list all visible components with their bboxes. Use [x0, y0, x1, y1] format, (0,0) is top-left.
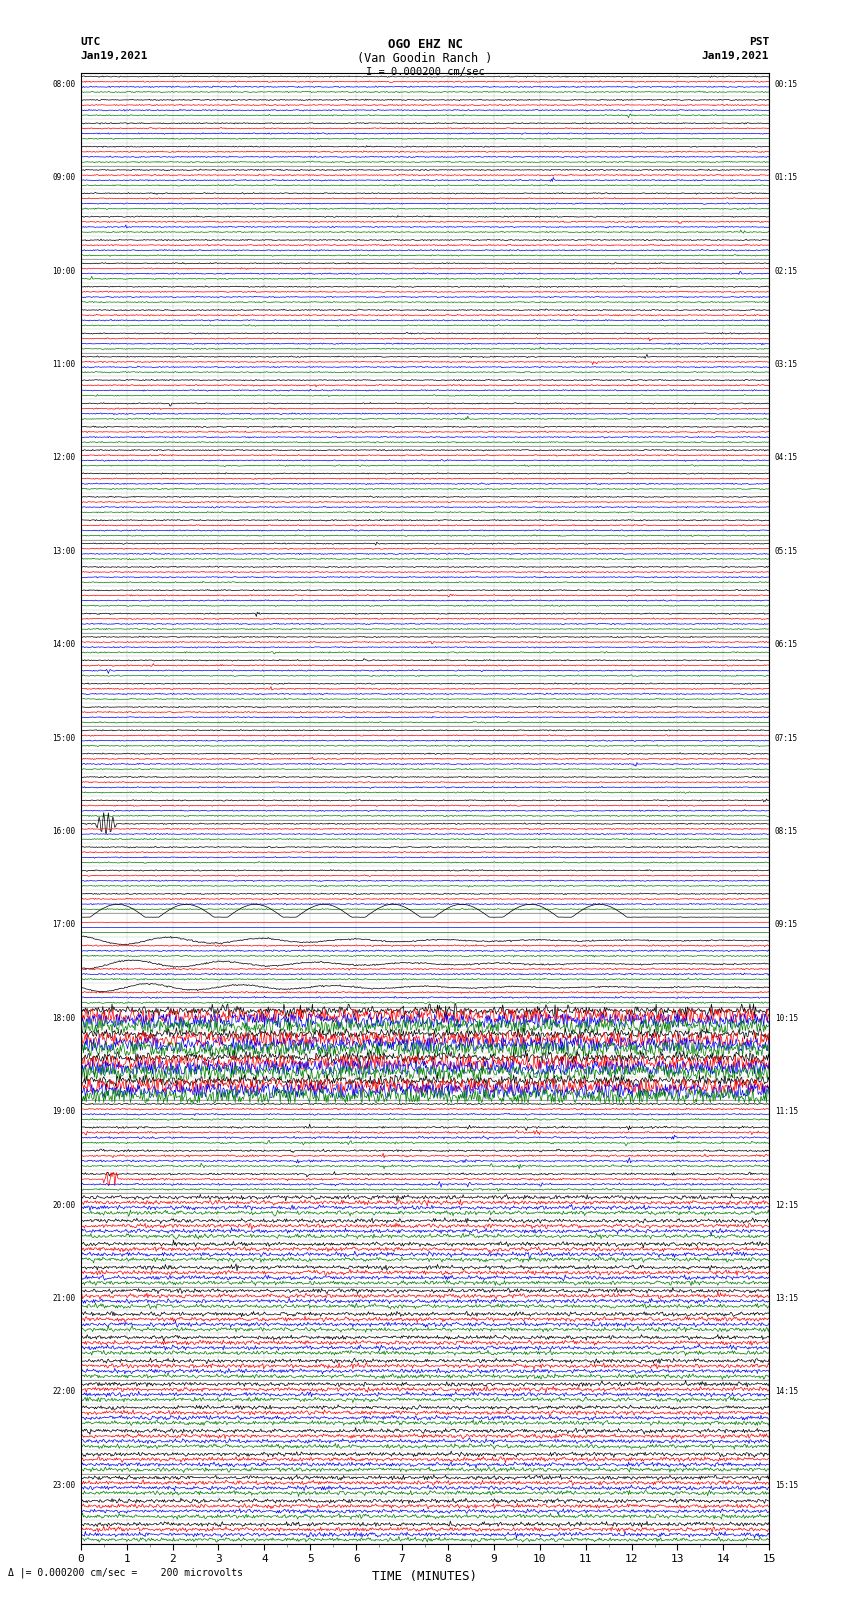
Text: (Van Goodin Ranch ): (Van Goodin Ranch ) — [357, 52, 493, 65]
Text: 16:00: 16:00 — [52, 827, 76, 836]
Text: 15:00: 15:00 — [52, 734, 76, 742]
Text: 21:00: 21:00 — [52, 1294, 76, 1303]
Text: Jan19,2021: Jan19,2021 — [702, 52, 769, 61]
Text: 14:15: 14:15 — [774, 1387, 798, 1397]
Text: 12:15: 12:15 — [774, 1200, 798, 1210]
Text: 17:00: 17:00 — [52, 921, 76, 929]
Text: Δ |= 0.000200 cm/sec =    200 microvolts: Δ |= 0.000200 cm/sec = 200 microvolts — [8, 1566, 243, 1578]
Text: I = 0.000200 cm/sec: I = 0.000200 cm/sec — [366, 68, 484, 77]
Text: 12:00: 12:00 — [52, 453, 76, 463]
Text: 09:15: 09:15 — [774, 921, 798, 929]
Text: 07:15: 07:15 — [774, 734, 798, 742]
Text: OGO EHZ NC: OGO EHZ NC — [388, 37, 462, 50]
Text: 01:15: 01:15 — [774, 173, 798, 182]
Text: 20:00: 20:00 — [52, 1200, 76, 1210]
Text: 22:00: 22:00 — [52, 1387, 76, 1397]
Text: 00:15: 00:15 — [774, 79, 798, 89]
Text: UTC: UTC — [81, 37, 101, 47]
X-axis label: TIME (MINUTES): TIME (MINUTES) — [372, 1569, 478, 1582]
Text: 04:15: 04:15 — [774, 453, 798, 463]
Text: 18:00: 18:00 — [52, 1013, 76, 1023]
Text: 13:15: 13:15 — [774, 1294, 798, 1303]
Text: 02:15: 02:15 — [774, 266, 798, 276]
Text: 15:15: 15:15 — [774, 1481, 798, 1490]
Text: 13:00: 13:00 — [52, 547, 76, 556]
Text: 06:15: 06:15 — [774, 640, 798, 648]
Text: PST: PST — [749, 37, 769, 47]
Text: 11:00: 11:00 — [52, 360, 76, 369]
Text: 19:00: 19:00 — [52, 1107, 76, 1116]
Text: 10:00: 10:00 — [52, 266, 76, 276]
Text: 05:15: 05:15 — [774, 547, 798, 556]
Text: 23:00: 23:00 — [52, 1481, 76, 1490]
Text: 08:00: 08:00 — [52, 79, 76, 89]
Text: Jan19,2021: Jan19,2021 — [81, 52, 148, 61]
Text: 10:15: 10:15 — [774, 1013, 798, 1023]
Text: 11:15: 11:15 — [774, 1107, 798, 1116]
Text: 14:00: 14:00 — [52, 640, 76, 648]
Text: 03:15: 03:15 — [774, 360, 798, 369]
Text: 09:00: 09:00 — [52, 173, 76, 182]
Text: 08:15: 08:15 — [774, 827, 798, 836]
